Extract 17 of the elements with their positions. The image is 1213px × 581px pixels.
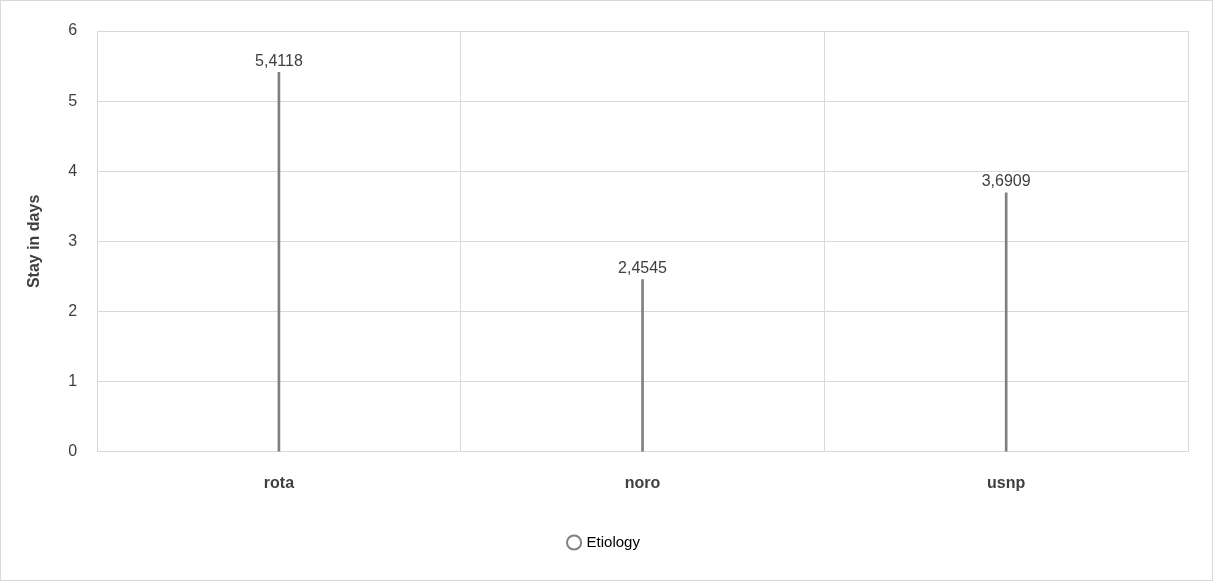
y-axis-title: Stay in days [25,194,43,289]
y-tick-label: 3 [68,231,78,249]
legend-label: Etiology [586,532,641,550]
y-tick-label: 2 [68,301,78,319]
x-tick-label: rota [263,473,295,491]
x-tick-label: usnp [987,473,1026,491]
x-tick-label: noro [624,473,661,491]
y-tick-label: 1 [68,372,78,390]
data-label: 5,4118 [255,51,303,69]
y-tick-label: 6 [68,21,78,39]
y-tick-label: 5 [68,91,78,109]
bar [641,279,644,452]
y-tick-label: 0 [68,442,78,460]
y-tick-label: 4 [68,161,78,179]
data-label: 3,6909 [981,172,1031,190]
data-label: 2,4545 [618,259,668,277]
bar [1004,192,1008,452]
